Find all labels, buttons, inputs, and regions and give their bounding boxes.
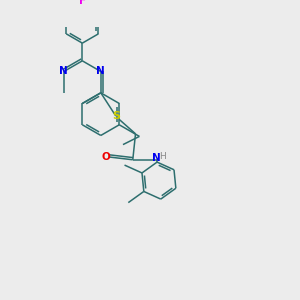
Text: F: F bbox=[79, 0, 86, 6]
Text: N: N bbox=[59, 67, 68, 76]
Text: H: H bbox=[160, 152, 166, 161]
Text: S: S bbox=[112, 111, 120, 121]
Text: N: N bbox=[96, 67, 105, 76]
Text: O: O bbox=[102, 152, 111, 162]
Text: N: N bbox=[152, 153, 161, 164]
